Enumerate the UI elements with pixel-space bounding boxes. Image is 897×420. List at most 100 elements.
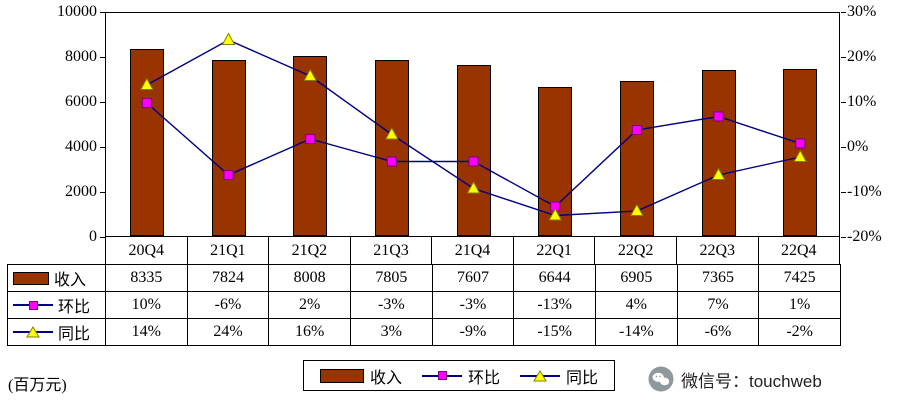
table-cell: 2% bbox=[269, 292, 351, 319]
row-label: 环比 bbox=[58, 299, 91, 316]
unit-label: (百万元) bbox=[8, 377, 67, 394]
marker-triangle bbox=[139, 77, 154, 90]
table-cell: 14% bbox=[106, 319, 188, 346]
bar-swatch-icon bbox=[13, 271, 49, 285]
left-axis-tick-label: 6000 bbox=[65, 93, 97, 110]
table-cell: 7805 bbox=[350, 265, 433, 292]
table-cell: 7824 bbox=[187, 265, 270, 292]
marker-triangle bbox=[221, 32, 236, 45]
legend-label: 收入 bbox=[370, 369, 403, 387]
left-axis-tick bbox=[100, 57, 105, 58]
table-cell: 7365 bbox=[677, 265, 760, 292]
category-label: 22Q1 bbox=[512, 237, 595, 264]
table-cell: 7607 bbox=[432, 265, 515, 292]
right-axis-tick bbox=[841, 12, 846, 13]
wechat-text: 微信号：touchweb bbox=[681, 371, 822, 391]
triangle-marker-icon bbox=[520, 369, 561, 383]
marker-triangle bbox=[548, 207, 563, 221]
marker-triangle bbox=[384, 126, 399, 140]
category-label: 22Q4 bbox=[757, 237, 841, 264]
right-axis-tick bbox=[841, 192, 846, 193]
legend-item-yoy: 同比 bbox=[520, 364, 598, 388]
marker-triangle bbox=[629, 203, 644, 216]
marker-triangle bbox=[466, 180, 481, 194]
table-cell: -14% bbox=[595, 319, 678, 346]
category-label: 20Q4 bbox=[105, 237, 187, 264]
right-axis-tick bbox=[841, 147, 846, 148]
marker-square bbox=[141, 98, 152, 108]
marker-triangle bbox=[303, 68, 318, 81]
legend: 收入 环比 同比 bbox=[303, 360, 616, 391]
left-axis-tick-label: 10000 bbox=[57, 3, 97, 20]
right-axis-tick-label: 0% bbox=[847, 138, 869, 155]
legend-label: 环比 bbox=[468, 369, 501, 387]
marker-square bbox=[713, 111, 724, 122]
right-axis-tick-label: 20% bbox=[847, 48, 877, 65]
left-axis-tick bbox=[100, 12, 105, 13]
legend-item-revenue: 收入 bbox=[320, 364, 402, 388]
right-axis-tick bbox=[841, 57, 846, 58]
left-axis-tick-label: 0 bbox=[89, 228, 97, 245]
table-cell: -9% bbox=[432, 319, 515, 346]
table-cell: -6% bbox=[677, 319, 760, 346]
marker-triangle bbox=[711, 167, 726, 180]
table-cell: 8008 bbox=[269, 265, 351, 292]
left-axis-tick bbox=[100, 192, 105, 193]
marker-square bbox=[468, 156, 479, 167]
legend-label: 同比 bbox=[566, 369, 599, 387]
category-label: 21Q2 bbox=[268, 237, 350, 264]
left-axis-tick bbox=[100, 102, 105, 103]
table-cell: 3% bbox=[350, 319, 433, 346]
left-axis-tick-label: 4000 bbox=[65, 138, 97, 155]
table-cell: 8335 bbox=[106, 265, 188, 292]
table-cell: 1% bbox=[759, 292, 841, 319]
table-cell: 4% bbox=[595, 292, 678, 319]
marker-square bbox=[795, 138, 806, 149]
marker-square bbox=[305, 134, 316, 144]
square-marker-icon bbox=[13, 298, 53, 312]
category-label: 21Q1 bbox=[186, 237, 269, 264]
bar-21Q1 bbox=[211, 60, 246, 236]
category-label: 22Q2 bbox=[594, 237, 676, 264]
category-label: 21Q3 bbox=[349, 237, 432, 264]
table-cell: 16% bbox=[269, 319, 351, 346]
left-axis-tick-label: 2000 bbox=[65, 183, 97, 200]
left-axis-tick bbox=[100, 147, 105, 148]
right-axis-tick bbox=[841, 102, 846, 103]
row-label: 收入 bbox=[54, 272, 87, 289]
table-cell: 6644 bbox=[514, 265, 596, 292]
bar-22Q3 bbox=[701, 70, 736, 236]
table-cell: -2% bbox=[759, 319, 841, 346]
right-axis-tick-label: -10% bbox=[847, 183, 882, 200]
category-axis: 20Q4 21Q1 21Q2 21Q3 21Q4 22Q1 22Q2 22Q3 22Q4 bbox=[105, 237, 841, 264]
bar-21Q4 bbox=[456, 64, 491, 236]
right-axis-tick bbox=[841, 237, 846, 238]
row-label: 同比 bbox=[58, 326, 91, 343]
bar-22Q2 bbox=[619, 80, 654, 236]
right-axis-tick-label: -20% bbox=[847, 228, 882, 245]
triangle-marker-icon bbox=[13, 325, 53, 339]
marker-square bbox=[386, 156, 397, 167]
right-axis-tick-label: 10% bbox=[847, 93, 877, 110]
table-cell: -3% bbox=[432, 292, 515, 319]
row-header-yoy: 同比 bbox=[8, 319, 106, 346]
bar-21Q3 bbox=[374, 60, 409, 236]
table-cell: -6% bbox=[187, 292, 270, 319]
row-header-revenue: 收入 bbox=[8, 265, 106, 292]
category-label: 21Q4 bbox=[431, 237, 513, 264]
right-axis-tick-label: 30% bbox=[847, 3, 877, 20]
marker-triangle bbox=[793, 149, 808, 162]
table-cell: 24% bbox=[187, 319, 270, 346]
table-cell: 6905 bbox=[595, 265, 678, 292]
table-cell: 7% bbox=[677, 292, 760, 319]
left-axis-tick-label: 8000 bbox=[65, 48, 97, 65]
data-table: 收入 8335 7824 8008 7805 7607 6644 6905 7365 7425 环比… bbox=[7, 264, 841, 346]
table-cell: -3% bbox=[350, 292, 433, 319]
table-cell: -15% bbox=[514, 319, 596, 346]
bar-swatch-icon bbox=[320, 368, 364, 383]
left-axis-tick bbox=[100, 237, 105, 238]
legend-item-qoq: 环比 bbox=[422, 364, 500, 388]
plot-area bbox=[105, 12, 840, 237]
square-marker-icon bbox=[422, 369, 463, 383]
